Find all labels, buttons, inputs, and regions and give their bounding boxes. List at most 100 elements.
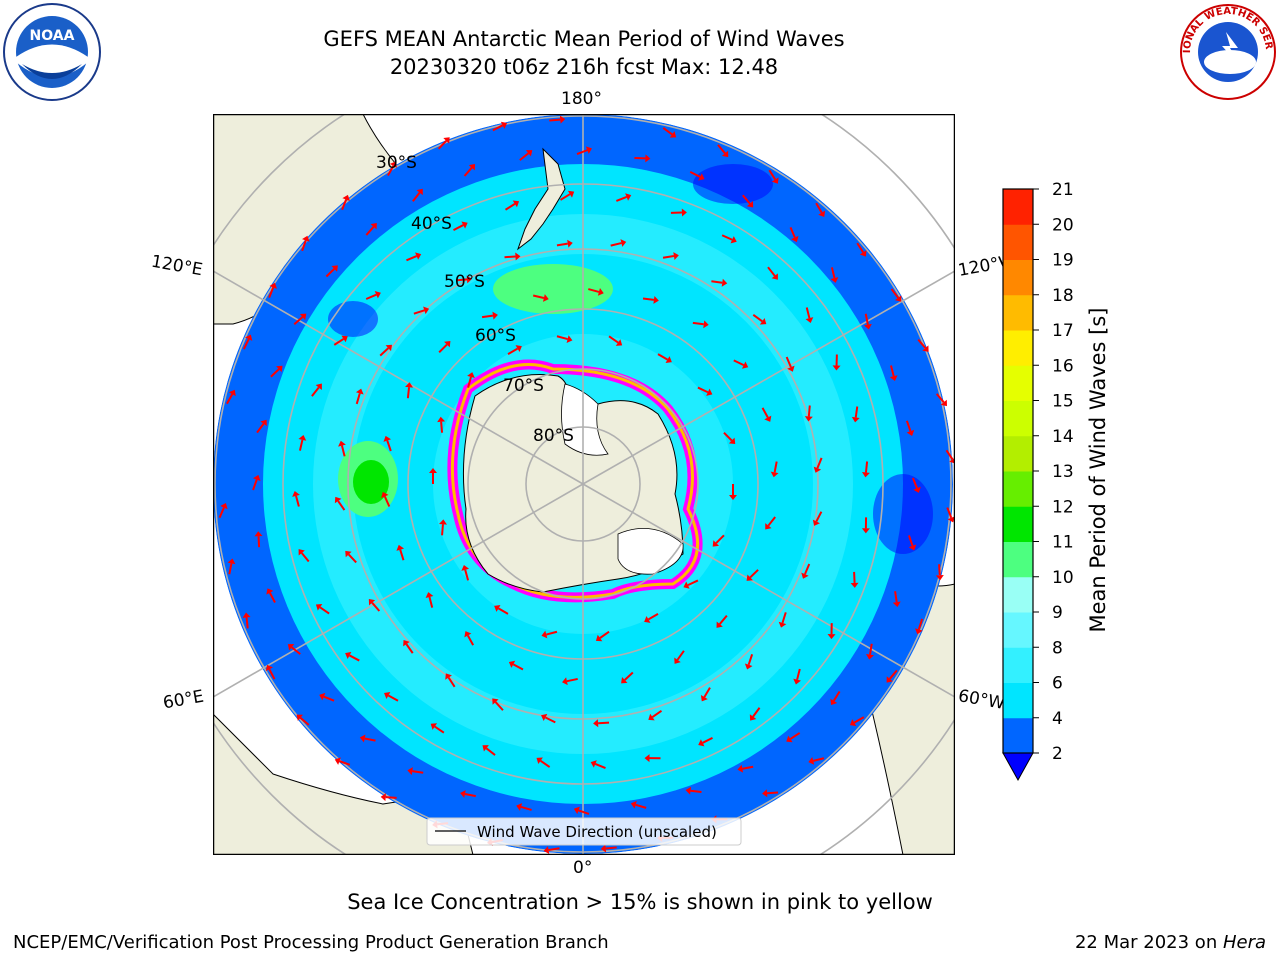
wind-wave-arrow [299,717,310,726]
wind-wave-arrowhead [445,673,452,680]
wind-wave-arrow [339,760,351,766]
wind-wave-arrowhead [593,719,599,728]
wind-wave-arrow [441,524,444,536]
nws-logo: NATIONAL WEATHER SERVICE [1174,0,1278,106]
wind-wave-arrowhead [252,474,261,481]
wind-wave-arrowhead [405,382,414,388]
wind-wave-arrow [687,579,699,587]
wind-wave-arrow [697,386,709,394]
wind-wave-arrowhead [315,604,323,611]
colorbar-bin [1003,330,1033,366]
wind-wave-arrowhead [908,544,917,551]
wind-wave-arrow [347,553,357,564]
wind-wave-arrowhead [266,588,274,595]
colorbar-tick-label: 16 [1052,356,1074,376]
wind-wave-arrowhead [542,294,549,302]
lat-label-60s: 60°S [475,326,516,346]
wind-wave-arrow [319,606,330,615]
footer-date: 22 Mar 2023 on [1074,932,1223,953]
wind-wave-arrow [761,407,769,418]
wind-wave-arrow [785,356,792,368]
wind-wave-arrow [946,507,953,519]
wind-wave-arrowhead [762,789,768,798]
wind-wave-arrow [497,607,509,615]
wind-wave-arrow [492,124,504,132]
lat-label-70s: 70°S [503,376,544,396]
wind-wave-arrow [642,297,655,301]
wind-wave-arrowhead [703,320,709,329]
colorbar-bin [1003,224,1033,260]
wind-wave-arrowhead [227,558,236,565]
graticule [213,114,955,855]
wind-wave-arrow [832,690,841,702]
wind-wave-arrowhead [461,564,470,571]
wind-wave-arrowhead [516,803,523,811]
sea-ice [447,359,703,603]
wind-wave-arrowhead [302,235,310,242]
wind-wave-arrowhead [319,692,326,701]
wind-wave-arrow [662,255,675,259]
wind-wave-arrow [218,507,225,519]
wind-wave-arrowhead [644,754,650,763]
wind-wave-arrowhead [482,745,489,752]
wind-wave-arrowhead [716,621,723,628]
wind-wave-arrowhead [525,150,533,157]
wind-wave-arrowhead [706,388,713,396]
wind-wave-arrowhead [566,335,573,343]
wind-wave-arrow [723,431,733,442]
wind-wave-arrowhead [265,664,273,672]
wind-wave-arrowhead [359,734,366,743]
wind-wave-arrowhead [621,677,628,684]
wind-wave-arrowhead [801,572,809,579]
wind-wave-arrowhead [567,190,575,198]
colorbar: 2 4 6 8 9 10 11 12 13 14 15 16 17 18 19 20 21 [1002,180,1074,782]
wind-wave-arrow [546,630,558,636]
wind-wave-arrowhead [894,295,902,302]
wind-wave-arrow [908,535,914,547]
wind-wave-arrow [341,445,346,457]
wind-wave-arrowhead [338,440,346,447]
colorbar-bin [1003,400,1033,437]
wind-wave-arrow [890,288,899,299]
chart-title: GEFS MEAN Antarctic Mean Period of Wind … [323,27,845,51]
lat-label-40s: 40°S [411,214,452,234]
wind-wave-arrowhead [889,375,898,382]
wind-wave-arrow [413,309,425,315]
wind-wave-arrow [768,169,777,181]
wind-wave-arrow [463,167,473,177]
wind-wave-arrowhead [673,252,679,260]
colorbar-bin [1003,435,1033,472]
wind-wave-arrowhead [543,846,550,855]
wind-wave-arrowhead [830,277,839,283]
wind-wave-arrowhead [437,416,446,423]
wind-wave-arrowhead [700,695,708,702]
wind-wave-arrowhead [380,793,386,802]
wind-wave-arrowhead [793,678,801,685]
wind-wave-arrowhead [567,239,573,248]
wind-wave-arrow [268,592,276,603]
wind-wave-arrowhead [345,651,352,659]
wind-wave-arrow [662,127,673,136]
wind-wave-arrow [387,694,399,702]
wind-wave-arrow [548,847,560,852]
wind-wave-arrowhead [827,634,836,640]
wind-wave-arrow [300,552,310,563]
wind-wave-arrowhead [851,416,860,423]
wind-wave-arrow [789,732,801,740]
wind-wave-arrow [905,420,912,432]
wind-wave-arrowhead [468,163,476,171]
colorbar-bin [1003,259,1033,296]
wind-wave-arrow [365,293,377,300]
wind-wave-arrowhead [220,503,228,510]
lat-label-50s: 50°S [444,272,485,292]
wind-wave-arrowhead [407,767,413,776]
lon-label-180: 180° [561,89,602,109]
colorbar-tick-label: 10 [1052,568,1074,588]
wind-wave-arrowhead [669,131,677,138]
wind-wave-arrow [447,677,456,688]
wind-wave-arrow [651,709,663,718]
legend-label: Wind Wave Direction (unscaled) [477,823,717,841]
wind-wave-arrowhead [674,657,681,664]
wind-wave-arrowhead [500,121,508,129]
wind-wave-arrow [578,809,590,815]
